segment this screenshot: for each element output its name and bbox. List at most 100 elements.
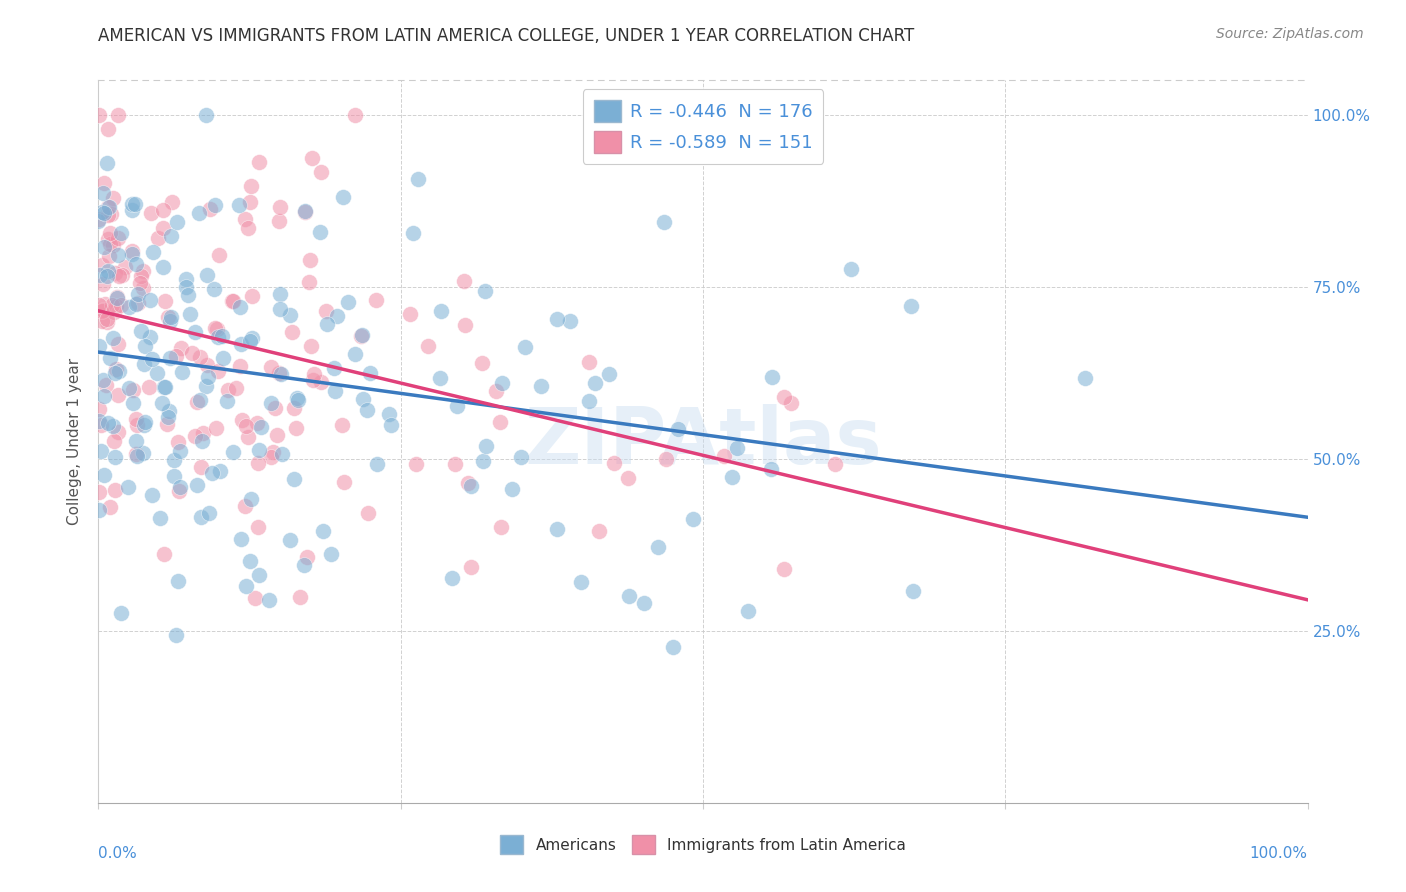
Point <box>221 293 243 308</box>
Point <box>211 329 233 343</box>
Text: Source: ZipAtlas.com: Source: ZipAtlas.com <box>1216 27 1364 41</box>
Point <box>121 244 143 258</box>
Point <box>98 351 121 366</box>
Point <box>146 230 169 244</box>
Point <box>839 261 862 276</box>
Point <box>174 272 197 286</box>
Point <box>325 384 347 399</box>
Point <box>152 203 174 218</box>
Point <box>107 108 129 122</box>
Point <box>405 457 427 471</box>
Point <box>398 307 420 321</box>
Point <box>105 289 128 303</box>
Point <box>96 315 118 329</box>
Point <box>682 512 704 526</box>
Point <box>471 454 494 468</box>
Point <box>250 420 273 434</box>
Point <box>380 417 402 432</box>
Point <box>294 204 316 219</box>
Point <box>104 362 127 376</box>
Point <box>569 574 592 589</box>
Point <box>246 416 269 430</box>
Point <box>98 226 121 240</box>
Point <box>292 558 315 572</box>
Point <box>662 640 685 655</box>
Point <box>222 445 245 459</box>
Point <box>281 325 304 339</box>
Point <box>301 339 323 353</box>
Point <box>103 305 125 319</box>
Point <box>125 257 148 271</box>
Point <box>93 176 115 190</box>
Point <box>152 220 174 235</box>
Point <box>188 393 211 408</box>
Point <box>131 264 153 278</box>
Point <box>87 401 110 416</box>
Point <box>146 366 169 380</box>
Point <box>222 293 245 308</box>
Point <box>240 492 263 507</box>
Point <box>429 371 451 385</box>
Point <box>217 384 239 398</box>
Point <box>150 396 173 410</box>
Point <box>598 368 620 382</box>
Point <box>446 399 468 413</box>
Point <box>249 155 271 169</box>
Point <box>357 506 380 520</box>
Point <box>315 304 337 318</box>
Point <box>167 435 190 450</box>
Point <box>236 220 259 235</box>
Point <box>167 574 190 588</box>
Point <box>294 204 316 219</box>
Point <box>134 418 156 433</box>
Point <box>326 309 349 323</box>
Point <box>87 502 110 516</box>
Point <box>100 207 122 221</box>
Point <box>243 591 266 605</box>
Point <box>288 590 311 604</box>
Point <box>107 248 129 262</box>
Point <box>344 108 367 122</box>
Point <box>474 284 496 298</box>
Point <box>298 253 321 268</box>
Point <box>209 464 232 478</box>
Point <box>165 628 187 642</box>
Point <box>247 567 270 582</box>
Point <box>588 524 610 539</box>
Point <box>132 281 155 295</box>
Point <box>239 179 262 194</box>
Point <box>170 341 193 355</box>
Point <box>235 419 257 434</box>
Point <box>460 560 482 574</box>
Point <box>283 401 305 415</box>
Point <box>530 379 553 393</box>
Point <box>197 370 219 384</box>
Point <box>193 425 215 440</box>
Point <box>377 407 399 421</box>
Text: ZIPAtlas: ZIPAtlas <box>524 403 882 480</box>
Point <box>127 418 149 433</box>
Point <box>134 338 156 352</box>
Point <box>90 258 112 272</box>
Point <box>240 289 263 303</box>
Point <box>104 366 127 380</box>
Point <box>269 287 291 301</box>
Point <box>204 198 226 212</box>
Point <box>737 604 759 618</box>
Point <box>117 480 139 494</box>
Point <box>129 268 152 283</box>
Point <box>125 412 148 426</box>
Point <box>96 311 118 326</box>
Point <box>93 389 115 403</box>
Point <box>501 482 523 496</box>
Point <box>332 475 354 490</box>
Point <box>110 226 132 240</box>
Point <box>156 410 179 425</box>
Point <box>260 396 283 410</box>
Point <box>121 247 143 261</box>
Point <box>101 191 124 205</box>
Point <box>132 357 155 371</box>
Point <box>654 452 676 467</box>
Point <box>285 391 308 405</box>
Point <box>111 268 134 282</box>
